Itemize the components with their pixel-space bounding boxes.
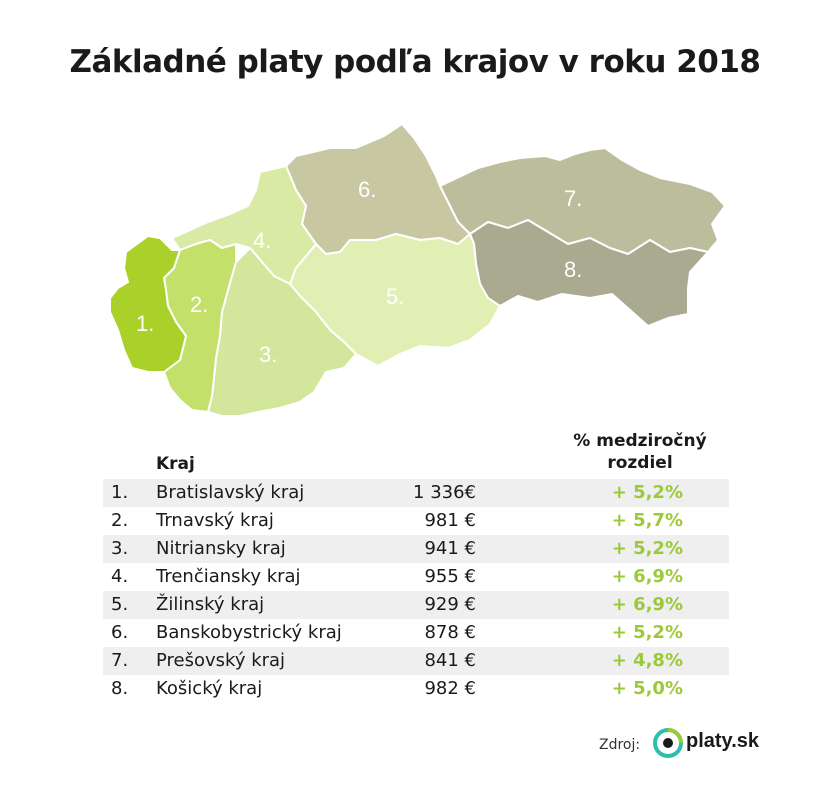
row-change: + 5,0%	[611, 678, 683, 699]
row-region: Košický kraj	[156, 678, 263, 699]
row-region: Bratislavský kraj	[156, 482, 305, 503]
logo-text: platy.sk	[686, 730, 759, 752]
row-number: 3.	[111, 538, 129, 559]
region-label-8: 8.	[564, 257, 582, 282]
row-salary: 929 €	[424, 594, 476, 615]
table-row: 7. Prešovský kraj 841 € + 4,8%	[103, 647, 729, 675]
row-region: Trenčiansky kraj	[156, 566, 301, 587]
page-title: Základné platy podľa krajov v roku 2018	[69, 44, 761, 80]
table-row: 4. Trenčiansky kraj 955 € + 6,9%	[103, 563, 729, 591]
row-change: + 6,9%	[611, 566, 683, 587]
table-header-change: % medziročný rozdiel	[573, 431, 707, 473]
row-change: + 5,7%	[611, 510, 683, 531]
row-salary: 878 €	[424, 622, 476, 643]
row-number: 1.	[111, 482, 129, 503]
row-salary: 955 €	[424, 566, 476, 587]
row-number: 2.	[111, 510, 129, 531]
row-salary: 982 €	[424, 678, 476, 699]
table-row: 5. Žilinský kraj 929 € + 6,9%	[103, 591, 729, 619]
region-label-7: 7.	[564, 186, 582, 211]
region-label-3: 3.	[259, 342, 277, 367]
table-row: 6. Banskobystrický kraj 878 € + 5,2%	[103, 619, 729, 647]
region-label-6: 6.	[358, 177, 376, 202]
row-change: + 5,2%	[611, 538, 683, 559]
row-number: 4.	[111, 566, 129, 587]
platy-logo-icon	[653, 728, 683, 758]
row-salary: 1 336€	[413, 482, 476, 503]
table-row: 1. Bratislavský kraj 1 336€ + 5,2%	[103, 479, 729, 507]
slovakia-map: 1. 2. 3. 4. 5. 6. 7. 8.	[109, 123, 726, 417]
row-change: + 5,2%	[611, 482, 683, 503]
row-number: 6.	[111, 622, 129, 643]
row-region: Trnavský kraj	[156, 510, 274, 531]
table-row: 3. Nitriansky kraj 941 € + 5,2%	[103, 535, 729, 563]
row-region: Banskobystrický kraj	[156, 622, 342, 643]
row-salary: 981 €	[424, 510, 476, 531]
region-label-2: 2.	[190, 292, 208, 317]
region-6-area[interactable]	[285, 123, 471, 255]
row-salary: 941 €	[424, 538, 476, 559]
row-change: + 6,9%	[611, 594, 683, 615]
row-change: + 5,2%	[611, 622, 683, 643]
row-region: Žilinský kraj	[156, 594, 265, 615]
region-1-area[interactable]	[109, 235, 187, 373]
row-change: + 4,8%	[611, 650, 683, 671]
row-number: 5.	[111, 594, 129, 615]
salary-table: 1. Bratislavský kraj 1 336€ + 5,2% 2. Trnavsk…	[103, 479, 729, 703]
table-row: 8. Košický kraj 982 € + 5,0%	[103, 675, 729, 703]
row-number: 7.	[111, 650, 129, 671]
source-label: Zdroj:	[599, 737, 641, 753]
platy-logo[interactable]: platy.sk	[652, 725, 762, 765]
row-salary: 841 €	[424, 650, 476, 671]
table-row: 2. Trnavský kraj 981 € + 5,7%	[103, 507, 729, 535]
region-label-1: 1.	[136, 311, 154, 336]
row-region: Nitriansky kraj	[156, 538, 286, 559]
table-header-region: Kraj	[156, 454, 195, 474]
row-region: Prešovský kraj	[156, 650, 286, 671]
region-label-4: 4.	[253, 228, 271, 253]
region-label-5: 5.	[386, 284, 404, 309]
row-number: 8.	[111, 678, 129, 699]
